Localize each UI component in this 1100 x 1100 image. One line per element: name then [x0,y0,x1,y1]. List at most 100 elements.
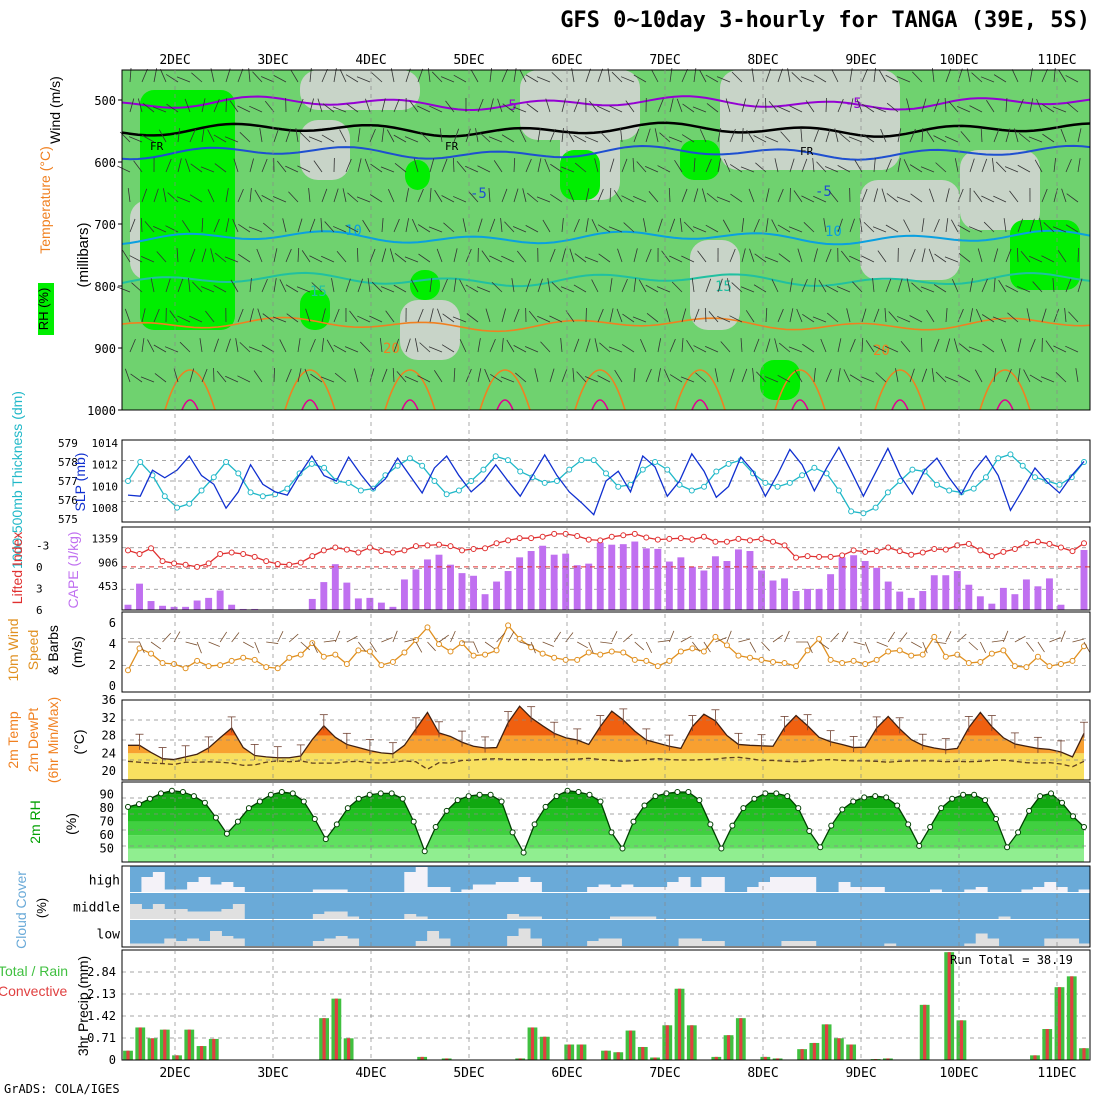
wind-barb [553,631,562,643]
rh2m-point [212,814,219,821]
day-label-bottom: 3DEC [257,1066,288,1080]
wind-barb [872,106,887,113]
wind-barb [489,98,494,113]
wind-barb [441,158,448,173]
cape-bar [504,571,512,610]
wind-barb [285,128,291,143]
precip-convective-bar [837,1038,841,1060]
rh-moist-patch [140,90,235,330]
cloud-cover-bar [1021,889,1034,892]
wind-barb [752,368,755,383]
wind-barb [609,187,612,203]
contour-label: 15 [715,279,732,295]
wind-barb [1017,218,1024,233]
wind-barb [385,310,395,323]
wind-barb [1065,345,1079,353]
lifted-index-point [505,537,512,544]
wind-barb [133,160,143,173]
wind-barb [1053,345,1067,353]
wind-barb [429,158,435,173]
cloud-cover-bar [872,887,885,892]
wind-barb [1000,338,1007,353]
chart-title: GFS 0~10day 3-hourly for TANGA (39E, 5S) [560,8,1090,33]
wind-barb [257,308,263,323]
wind-barb [513,188,519,203]
wind-barb [986,100,995,113]
wind-barb [1014,128,1019,143]
cape-tick-label: 906 [98,556,118,569]
day-label-bottom: 9DEC [845,1066,876,1080]
wind-barb [334,372,347,383]
wind-barb [176,248,179,263]
wind-barb [872,226,887,233]
cape-bar [389,606,397,610]
day-label-bottom: 4DEC [355,1066,386,1080]
cloud-cover-bar [998,916,1011,919]
thickness-point [137,459,144,465]
wind-barb [208,641,220,647]
wind-barb [701,188,707,203]
wind-barb [370,163,383,173]
wind-barb [671,281,683,293]
lifted-index-point [1000,548,1007,555]
wind-barb [489,338,496,353]
wind-speed-point [1069,657,1076,664]
wind-barb [417,375,431,383]
wind-barb [801,278,808,293]
thickness-point [419,462,426,469]
cloud-cover-bar [667,882,680,892]
rh-tick-label: 80 [100,801,114,815]
cape-bar [585,563,593,610]
wind-barb [440,76,455,83]
wind-barb [934,641,947,644]
wind-barb [484,368,491,383]
lifted-index-line [127,533,1085,568]
wind-barb [285,368,292,383]
wind-barb [162,632,171,643]
pressure-tick-label: 600 [94,156,116,170]
wind-axis-label-c: & Barbs [45,625,61,675]
rh-panel-frame [121,781,1091,863]
day-label-top: 9DEC [845,53,876,68]
rh2m-point [993,815,1000,822]
rh-band [128,821,1084,836]
wind-barb [501,308,507,323]
wind-barb [542,641,554,647]
wind-barb [657,218,663,233]
rh2m-point [927,824,934,831]
li-tick-label: 6 [36,604,43,617]
wind-barb [958,253,971,263]
wind-barb [740,338,743,353]
wind-barb [1061,188,1067,203]
cloud-cover-bar [781,877,794,892]
wind-barb [948,101,959,113]
lifted-index-point [194,563,201,570]
wind-barb [945,135,959,143]
rh2m-point [399,795,406,802]
cloud-cover-bar [324,938,337,946]
wind-barb [311,282,323,293]
wind-barb [428,346,443,353]
wind-barb [981,278,988,293]
wind-barb [1049,637,1061,643]
wind-barb [196,641,202,654]
rh-tick-label: 50 [100,842,114,856]
wind-barb [396,371,407,383]
wind-barb [594,338,599,353]
lifted-index-point [205,560,212,567]
wind-barb [608,226,623,233]
cloud-cover-bar [187,911,200,919]
wind-barb [585,338,591,353]
wind-barb [344,346,359,353]
wind-barb [754,253,767,263]
wind-barb [252,71,263,83]
wind-barb [920,337,923,353]
wind-barb [777,188,784,203]
wind-barb [332,226,347,233]
cape-bar [976,596,984,610]
cloud-cover-bar [850,887,862,892]
wind-barb [661,250,671,263]
wind-barb [477,165,491,173]
lifted-index-point [274,561,281,568]
wind-speed-point [654,663,661,670]
